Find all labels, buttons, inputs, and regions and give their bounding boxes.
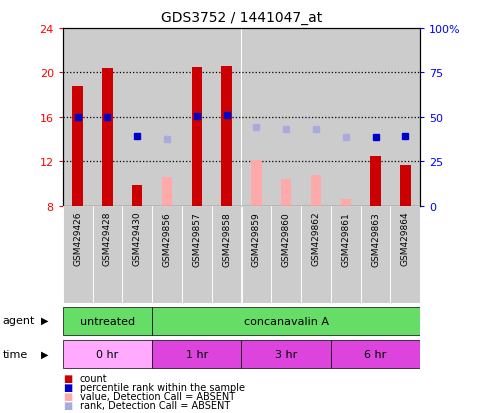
Bar bbox=[93, 29, 122, 206]
Text: GSM429430: GSM429430 bbox=[133, 211, 142, 266]
Bar bbox=[132, 185, 142, 206]
Bar bbox=[331, 340, 420, 368]
Text: count: count bbox=[80, 373, 107, 383]
Bar bbox=[341, 200, 351, 206]
Bar bbox=[182, 206, 212, 304]
Bar bbox=[192, 68, 202, 206]
Text: ■: ■ bbox=[63, 382, 72, 392]
Text: value, Detection Call = ABSENT: value, Detection Call = ABSENT bbox=[80, 391, 235, 401]
Bar bbox=[221, 66, 232, 206]
Bar bbox=[63, 206, 93, 304]
Bar bbox=[390, 206, 420, 304]
Bar bbox=[152, 29, 182, 206]
Text: ■: ■ bbox=[63, 400, 72, 410]
Text: GSM429858: GSM429858 bbox=[222, 211, 231, 266]
Text: GSM429426: GSM429426 bbox=[73, 211, 82, 266]
Bar bbox=[63, 340, 152, 368]
Text: 3 hr: 3 hr bbox=[275, 349, 298, 359]
Text: ▶: ▶ bbox=[41, 349, 49, 359]
Bar bbox=[361, 206, 390, 304]
Text: GSM429863: GSM429863 bbox=[371, 211, 380, 266]
Text: ■: ■ bbox=[63, 373, 72, 383]
Bar bbox=[271, 29, 301, 206]
Bar bbox=[331, 29, 361, 206]
Bar bbox=[242, 206, 271, 304]
Text: GSM429862: GSM429862 bbox=[312, 211, 320, 266]
Bar bbox=[331, 206, 361, 304]
Text: ■: ■ bbox=[63, 391, 72, 401]
Text: 6 hr: 6 hr bbox=[364, 349, 387, 359]
Bar bbox=[311, 176, 321, 206]
Bar bbox=[122, 206, 152, 304]
Bar bbox=[182, 29, 212, 206]
Title: GDS3752 / 1441047_at: GDS3752 / 1441047_at bbox=[161, 11, 322, 25]
Text: GSM429428: GSM429428 bbox=[103, 211, 112, 266]
Text: 0 hr: 0 hr bbox=[96, 349, 119, 359]
Text: time: time bbox=[2, 349, 28, 359]
Text: GSM429857: GSM429857 bbox=[192, 211, 201, 266]
Bar bbox=[162, 178, 172, 206]
Text: GSM429861: GSM429861 bbox=[341, 211, 350, 266]
Bar bbox=[361, 29, 390, 206]
Text: concanavalin A: concanavalin A bbox=[244, 316, 328, 326]
Text: percentile rank within the sample: percentile rank within the sample bbox=[80, 382, 245, 392]
Bar bbox=[251, 161, 262, 206]
Bar bbox=[152, 307, 420, 335]
Bar bbox=[271, 206, 301, 304]
Bar bbox=[102, 69, 113, 206]
Text: GSM429860: GSM429860 bbox=[282, 211, 291, 266]
Text: agent: agent bbox=[2, 315, 35, 325]
Text: ▶: ▶ bbox=[41, 315, 49, 325]
Bar bbox=[212, 206, 242, 304]
Bar bbox=[301, 29, 331, 206]
Bar bbox=[63, 307, 152, 335]
Bar bbox=[72, 87, 83, 206]
Bar bbox=[281, 180, 291, 206]
Bar bbox=[122, 29, 152, 206]
Text: rank, Detection Call = ABSENT: rank, Detection Call = ABSENT bbox=[80, 400, 230, 410]
Text: GSM429859: GSM429859 bbox=[252, 211, 261, 266]
Bar bbox=[400, 166, 411, 206]
Text: GSM429864: GSM429864 bbox=[401, 211, 410, 266]
Text: 1 hr: 1 hr bbox=[185, 349, 208, 359]
Bar bbox=[212, 29, 242, 206]
Text: GSM429856: GSM429856 bbox=[163, 211, 171, 266]
Bar bbox=[390, 29, 420, 206]
Bar bbox=[301, 206, 331, 304]
Bar bbox=[370, 157, 381, 206]
Bar bbox=[93, 206, 122, 304]
Bar bbox=[152, 206, 182, 304]
Bar bbox=[152, 340, 242, 368]
Bar bbox=[242, 340, 331, 368]
Bar bbox=[63, 29, 93, 206]
Text: untreated: untreated bbox=[80, 316, 135, 326]
Bar bbox=[242, 29, 271, 206]
